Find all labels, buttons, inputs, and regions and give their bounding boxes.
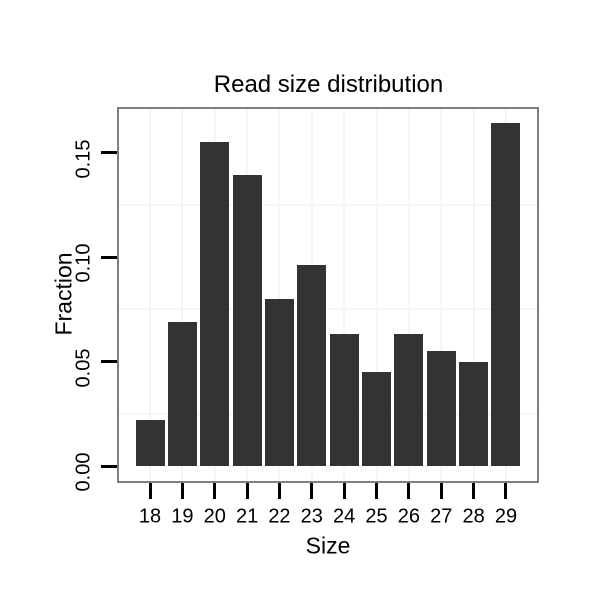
chart-title: Read size distribution: [213, 71, 444, 98]
x-tick: [180, 483, 184, 499]
vertical-gridline: [181, 109, 184, 481]
x-tick-label: 28: [462, 505, 485, 528]
x-tick-label: 18: [138, 505, 162, 528]
vertical-gridline: [472, 109, 475, 481]
bar-size-25: [362, 371, 392, 466]
x-tick-label: 24: [333, 505, 356, 528]
horizontal-gridline: [119, 412, 537, 415]
vertical-gridline: [278, 109, 281, 481]
y-tick: [101, 360, 117, 363]
bar-size-28: [459, 361, 489, 466]
y-tick-label: 0.15: [72, 139, 95, 178]
vertical-gridline: [440, 109, 443, 481]
x-tick: [148, 483, 152, 499]
bar-size-20: [200, 142, 230, 466]
bar-size-24: [329, 334, 359, 466]
bar-size-29: [491, 123, 521, 466]
x-tick-label: 20: [203, 505, 226, 528]
x-tick-label: 26: [397, 505, 420, 528]
x-tick: [245, 483, 249, 499]
x-tick-label: 29: [494, 505, 518, 528]
bar-size-22: [264, 298, 294, 466]
horizontal-gridline: [119, 308, 537, 311]
x-tick: [375, 483, 379, 499]
x-tick: [439, 483, 443, 499]
y-tick: [101, 464, 117, 468]
vertical-gridline: [407, 109, 410, 481]
x-tick: [342, 483, 346, 499]
y-tick-label: 0.05: [72, 348, 95, 387]
bar-size-18: [135, 420, 165, 466]
x-tick-label: 21: [235, 505, 259, 528]
plot-panel: [117, 107, 539, 483]
vertical-gridline: [375, 109, 378, 481]
x-tick-label: 22: [268, 505, 291, 528]
x-axis-title: Size: [305, 532, 351, 559]
x-tick: [504, 483, 508, 499]
x-tick: [407, 483, 411, 499]
bar-size-23: [297, 265, 327, 466]
x-tick: [277, 483, 281, 499]
x-tick-label: 27: [430, 505, 453, 528]
y-axis-title: Fraction: [50, 252, 77, 336]
x-tick-label: 23: [300, 505, 323, 528]
y-tick-label: 0.00: [72, 452, 95, 492]
y-tick: [101, 255, 117, 259]
x-tick: [310, 483, 314, 499]
vertical-gridline: [343, 109, 346, 481]
x-tick-label: 25: [365, 505, 388, 528]
x-tick: [472, 483, 476, 499]
bar-size-21: [232, 175, 262, 466]
bar-size-19: [167, 321, 197, 466]
x-tick-label: 19: [171, 505, 194, 528]
horizontal-gridline: [119, 203, 537, 206]
vertical-gridline: [149, 109, 151, 481]
x-tick: [213, 483, 217, 499]
bar-size-26: [394, 334, 424, 466]
bar-size-27: [426, 351, 456, 466]
y-tick: [101, 151, 117, 154]
